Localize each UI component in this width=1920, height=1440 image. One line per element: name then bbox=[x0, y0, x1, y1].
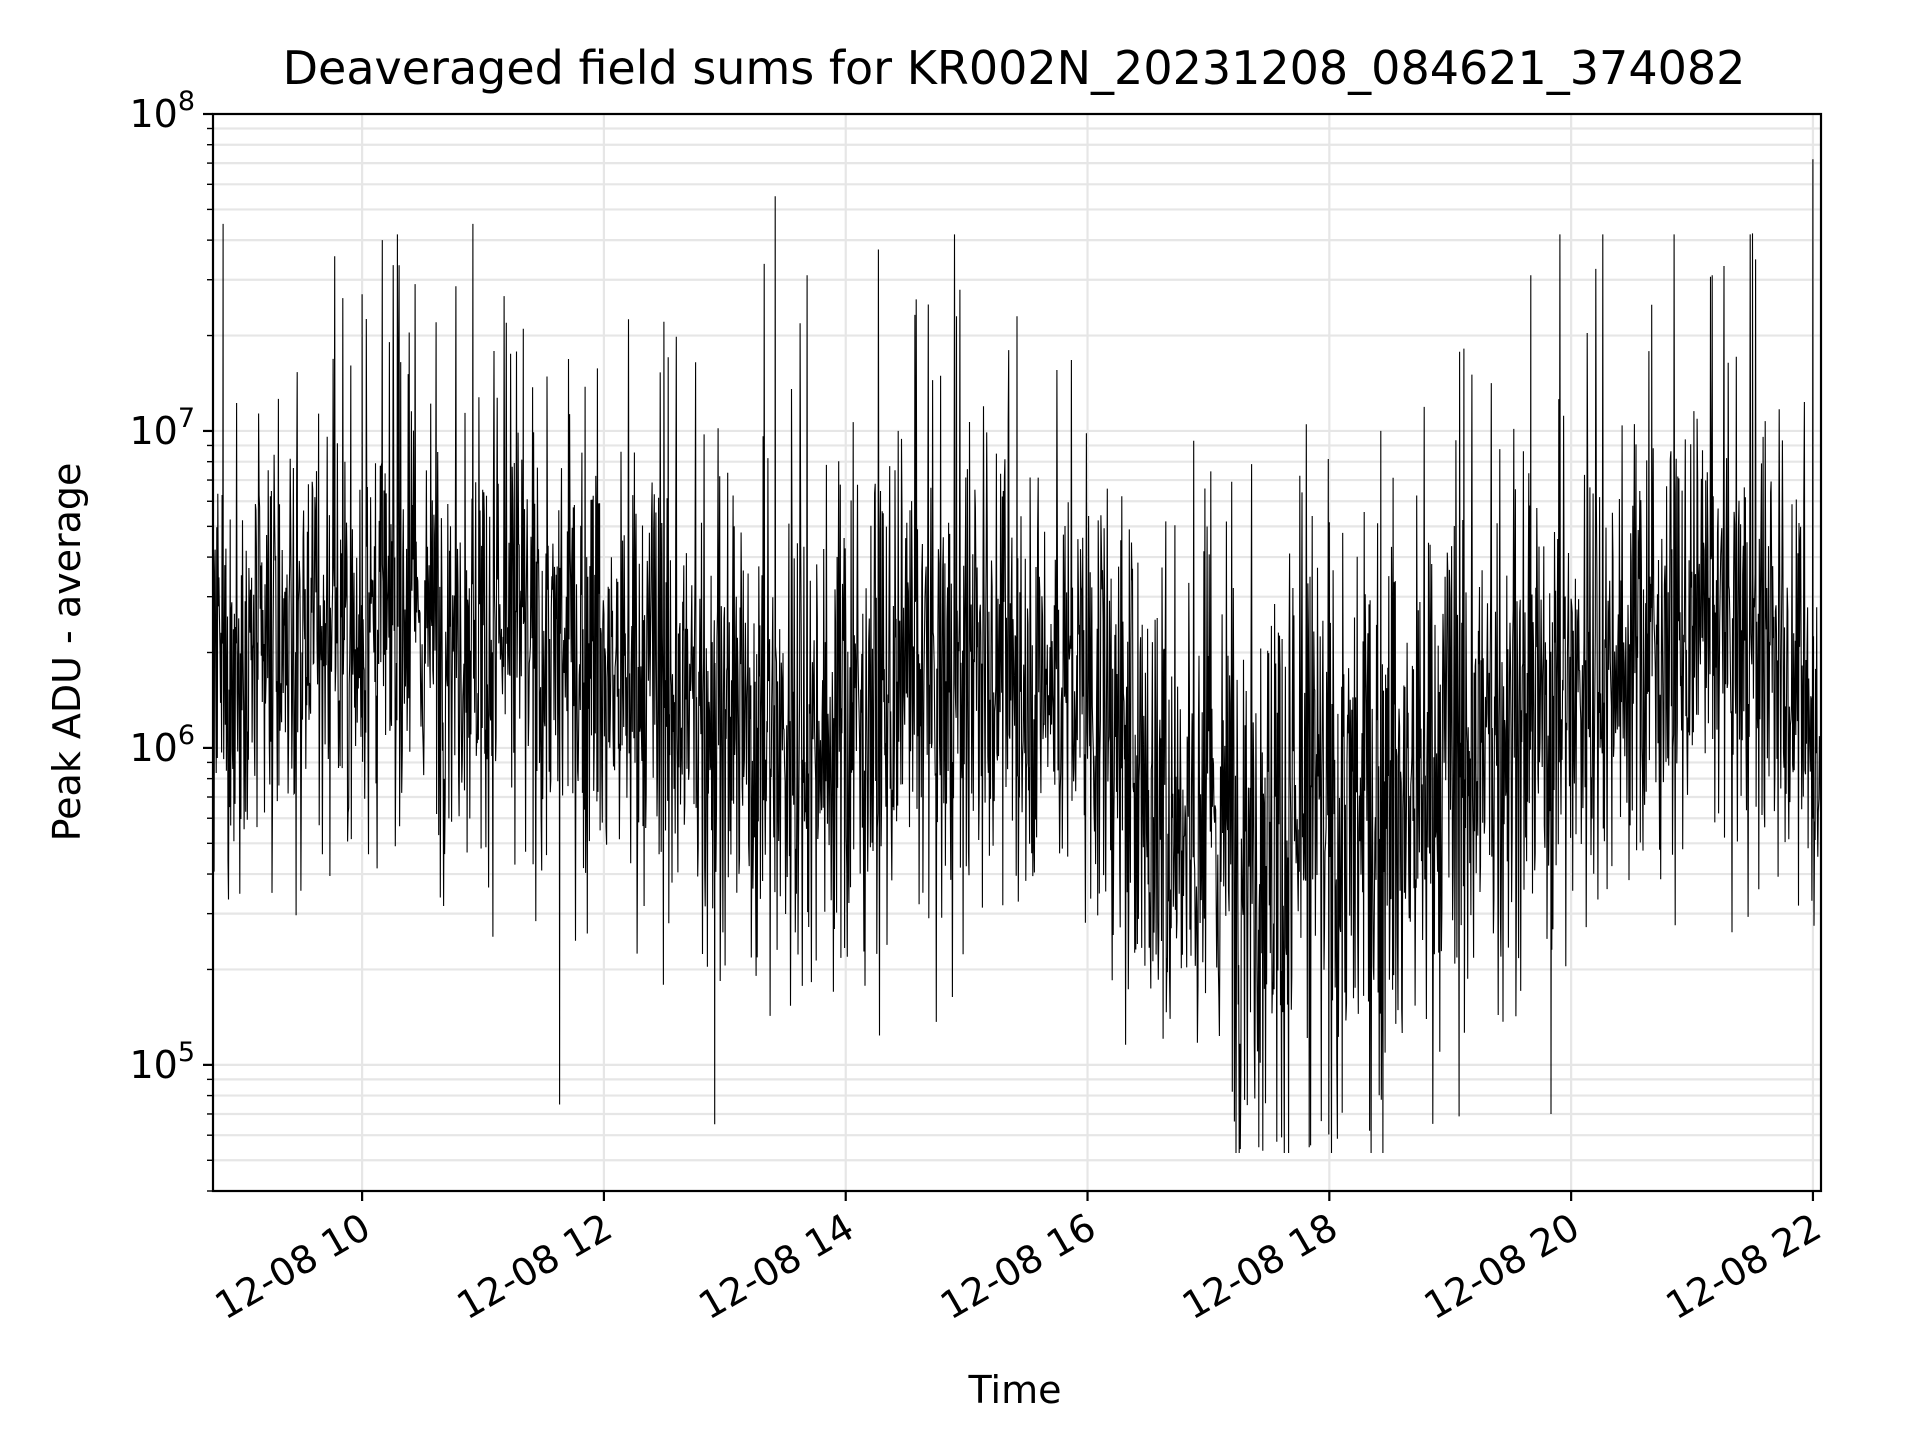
x-axis: 12-08 10 12-08 12 12-08 14 12-08 16 12-08 18… bbox=[208, 1191, 1828, 1329]
x-axis-label: Time bbox=[968, 1368, 1062, 1412]
y-tick-label: 107 bbox=[129, 403, 195, 453]
x-tick-label: 12-08 22 bbox=[1658, 1205, 1828, 1329]
data-series bbox=[212, 159, 1822, 1154]
chart-title: Deaveraged field sums for KR002N_2023120… bbox=[283, 41, 1746, 95]
series-line bbox=[212, 159, 1822, 1154]
x-tick-label: 12-08 16 bbox=[933, 1205, 1103, 1329]
y-axis: 105 106 107 108 bbox=[129, 86, 213, 1192]
y-tick-label: 108 bbox=[129, 86, 195, 136]
x-tick-label: 12-08 10 bbox=[208, 1205, 378, 1329]
x-tick-label: 12-08 20 bbox=[1417, 1205, 1587, 1329]
x-tick-label: 12-08 18 bbox=[1175, 1205, 1345, 1329]
y-tick-label: 106 bbox=[129, 720, 195, 770]
x-tick-label: 12-08 14 bbox=[691, 1205, 861, 1329]
x-tick-label: 12-08 12 bbox=[449, 1205, 619, 1329]
y-axis-label: Peak ADU - average bbox=[45, 463, 89, 842]
y-tick-label: 105 bbox=[129, 1037, 195, 1087]
